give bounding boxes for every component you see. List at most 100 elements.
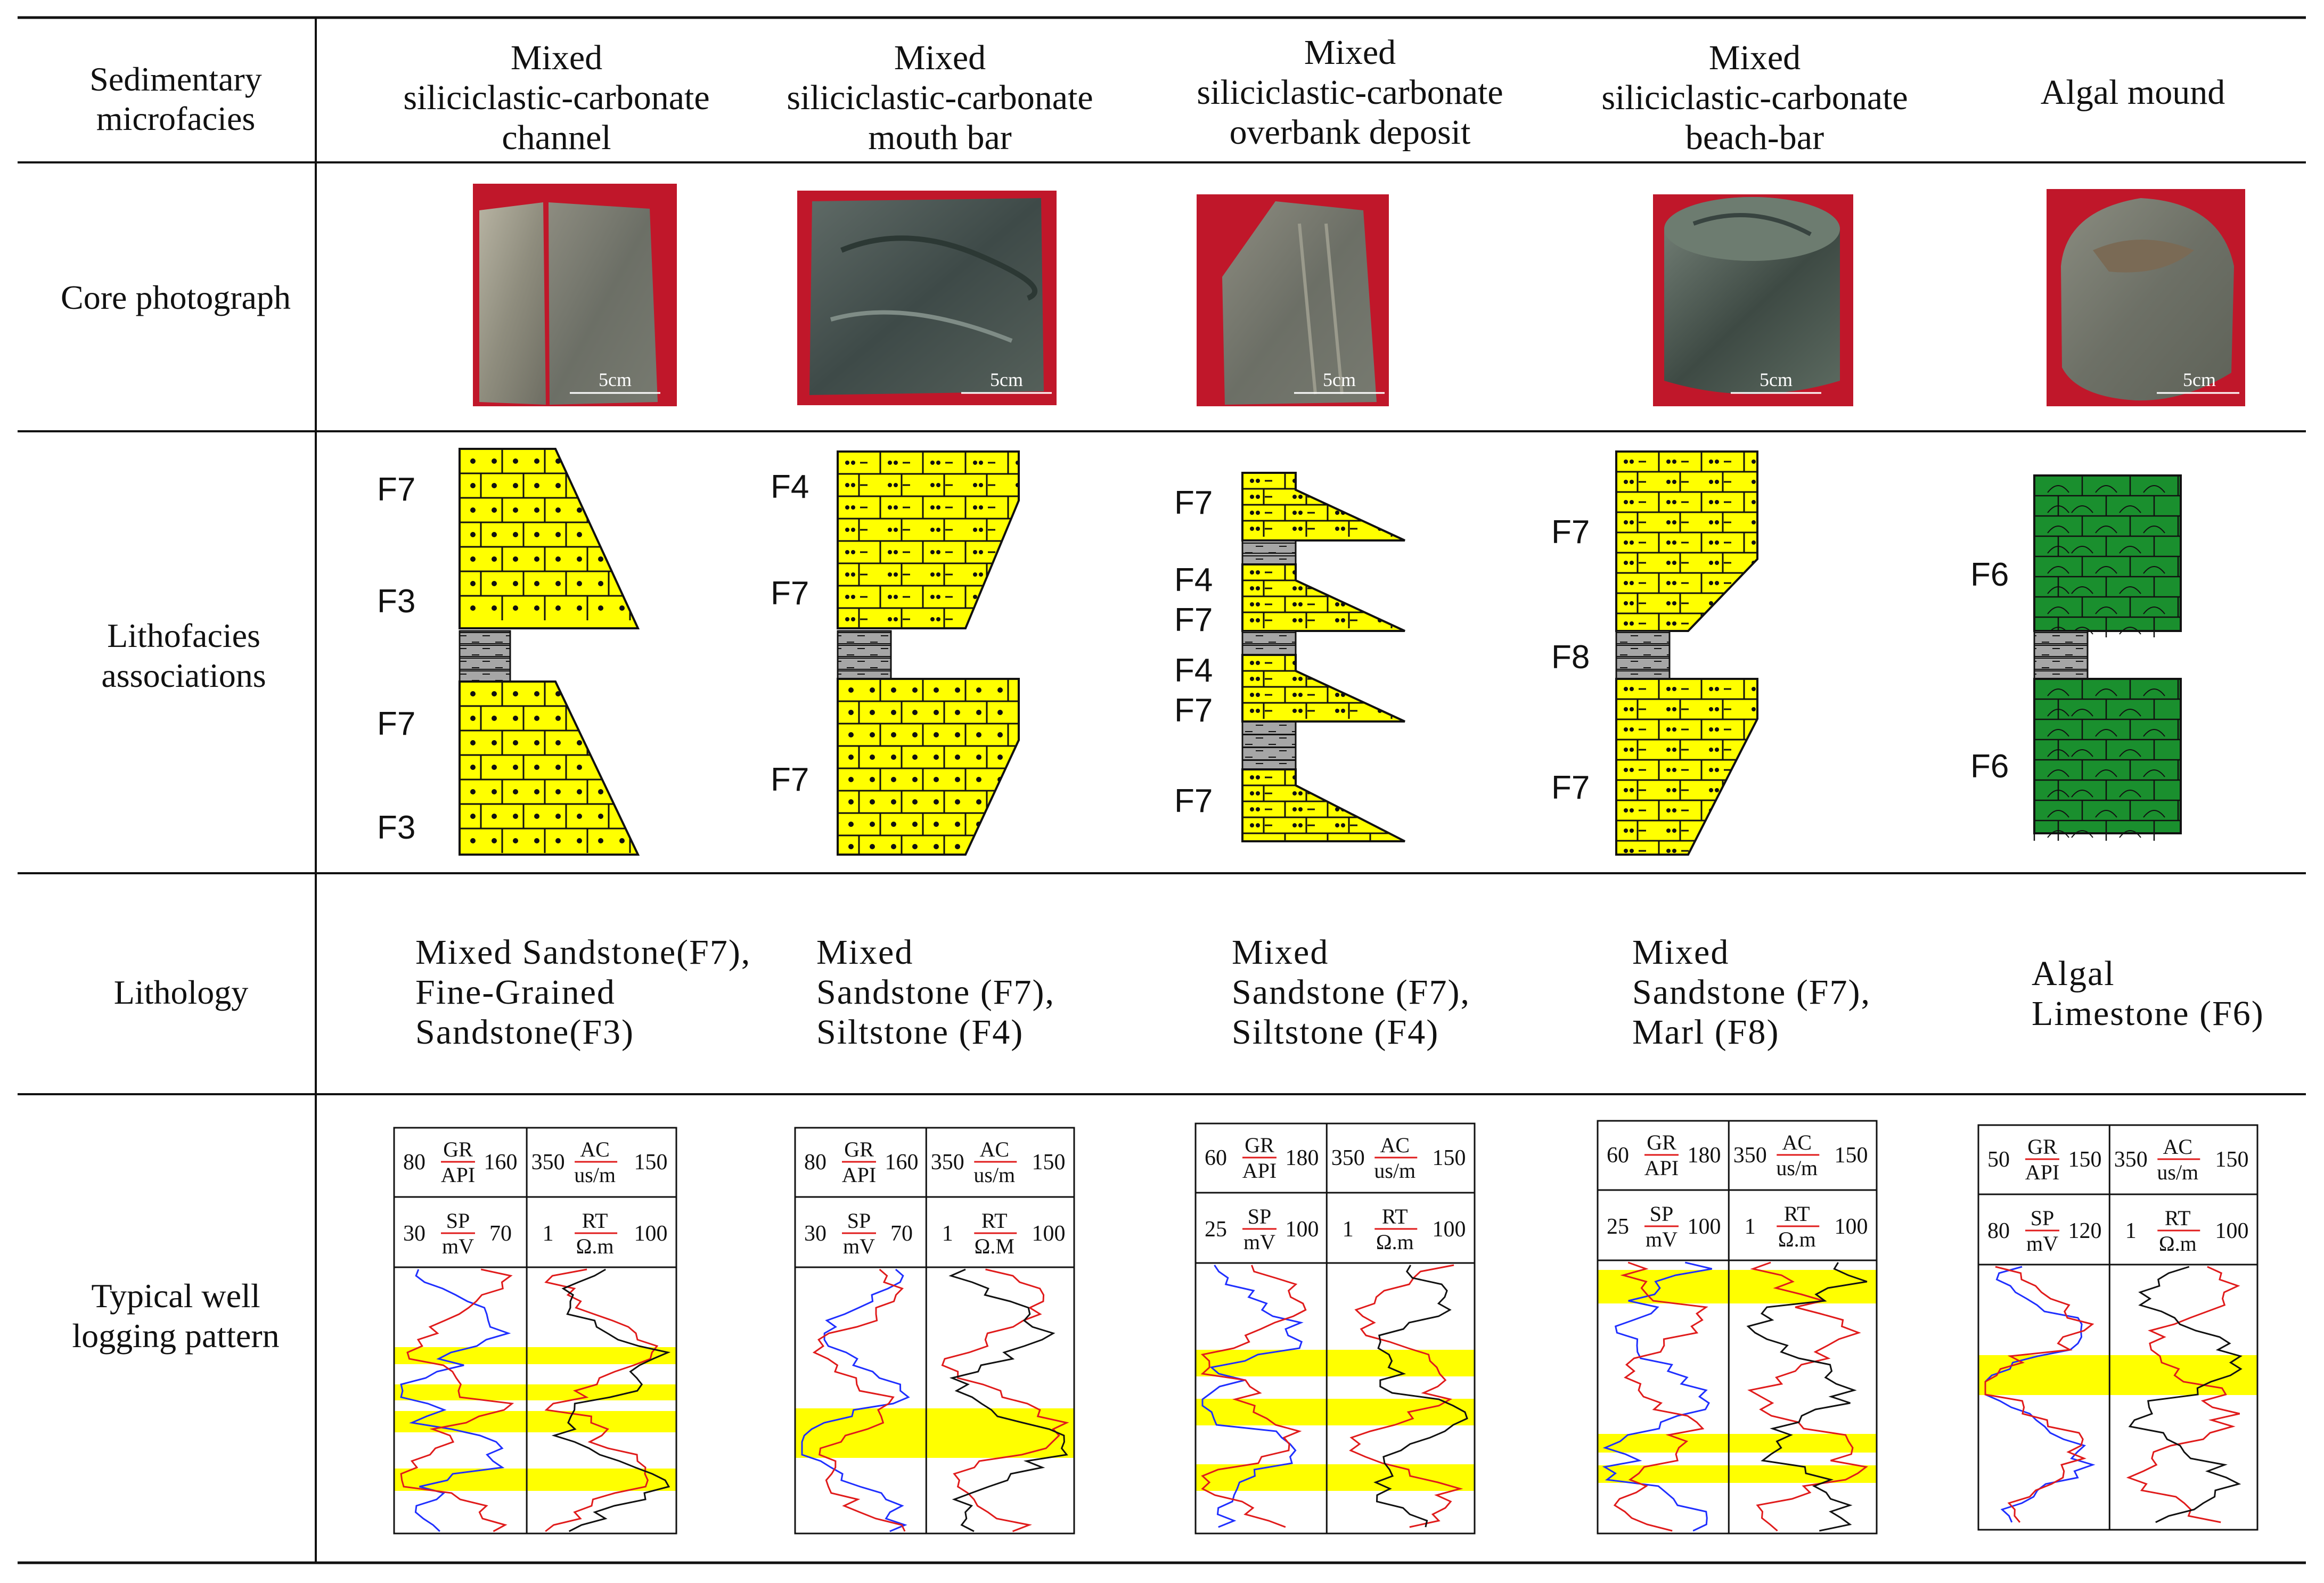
reservoir-highlight bbox=[1598, 1434, 1877, 1453]
facies-label: F7 bbox=[377, 706, 415, 742]
log-scale-max: 100 bbox=[1433, 1217, 1466, 1242]
log-curve bbox=[941, 1268, 1069, 1532]
log-curve bbox=[1602, 1261, 1713, 1532]
scale-label-4: 5cm bbox=[1760, 369, 1793, 390]
log-curve-unit: us/m bbox=[574, 1163, 616, 1187]
log-scale-min: 25 bbox=[1205, 1217, 1227, 1242]
log-curve-name: GR bbox=[1647, 1130, 1676, 1154]
lithology-3-line-1: Mixed bbox=[1232, 933, 1329, 972]
col2-title-1: Mixed bbox=[894, 38, 986, 77]
log-scale-min: 25 bbox=[1607, 1215, 1629, 1239]
facies-label: F4 bbox=[771, 469, 809, 505]
col5-title-1: Algal mound bbox=[2041, 73, 2225, 112]
log-curve-name: GR bbox=[1245, 1133, 1274, 1157]
log-curve-unit: mV bbox=[1646, 1227, 1677, 1251]
log-frame bbox=[1977, 1124, 2258, 1531]
sandstone-bed bbox=[1242, 769, 1405, 841]
reservoir-highlight bbox=[1196, 1464, 1475, 1491]
scale-label-5: 5cm bbox=[2183, 369, 2216, 390]
log-scale-min: 30 bbox=[403, 1221, 425, 1246]
lithology-4-line-3: Marl (F8) bbox=[1632, 1013, 1779, 1052]
sandstone-bed bbox=[838, 679, 1019, 855]
facies-label: F7 bbox=[771, 761, 809, 798]
scale-label-1: 5cm bbox=[599, 369, 632, 390]
log-scale-max: 100 bbox=[1032, 1221, 1066, 1246]
log-scale-min: 80 bbox=[804, 1150, 827, 1175]
log-curve-name: AC bbox=[1380, 1133, 1410, 1157]
row-label-logging-2: logging pattern bbox=[72, 1317, 279, 1355]
reservoir-highlight bbox=[795, 1408, 1074, 1458]
log-scale-max: 100 bbox=[634, 1221, 668, 1246]
log-scale-min: 350 bbox=[531, 1150, 565, 1175]
lithology-2-line-1: Mixed bbox=[816, 933, 913, 972]
column-headers: Mixed siliciclastic-carbonate channel Mi… bbox=[403, 33, 2225, 157]
log-scale-max: 180 bbox=[1286, 1146, 1319, 1170]
log-curve-unit: Ω.m bbox=[2159, 1232, 2197, 1256]
log-curve-name: GR bbox=[844, 1137, 874, 1161]
log-scale-max: 160 bbox=[484, 1150, 518, 1175]
log-curve-unit: Ω.m bbox=[1778, 1227, 1816, 1251]
log-scale-min: 350 bbox=[931, 1150, 964, 1175]
log-frame bbox=[794, 1127, 1075, 1535]
log-scale-min: 50 bbox=[1987, 1147, 2010, 1172]
marl-bed bbox=[837, 630, 892, 680]
facies-label: F7 bbox=[1174, 692, 1213, 729]
sandstone-bed bbox=[460, 682, 638, 855]
marl-bed bbox=[1241, 539, 1297, 565]
reservoir-highlight bbox=[1978, 1355, 2257, 1395]
log-scale-min: 60 bbox=[1607, 1143, 1629, 1168]
facies-label: F3 bbox=[377, 809, 415, 846]
algal-limestone-bed bbox=[2033, 678, 2182, 841]
col3-title-1: Mixed bbox=[1304, 33, 1396, 72]
log-curve bbox=[812, 1268, 906, 1532]
col1-title-1: Mixed bbox=[511, 38, 602, 77]
log-curve-unit: us/m bbox=[1374, 1159, 1415, 1183]
row-label-header-1: Sedimentary bbox=[89, 60, 261, 98]
log-scale-min: 1 bbox=[1745, 1215, 1756, 1239]
facies-label: F6 bbox=[1970, 556, 2009, 593]
log-scale-max: 180 bbox=[1688, 1143, 1721, 1168]
facies-label: F7 bbox=[771, 575, 809, 612]
facies-label: F6 bbox=[1970, 748, 2009, 785]
log-curve-unit: us/m bbox=[1776, 1156, 1818, 1180]
facies-label: F7 bbox=[1174, 602, 1213, 638]
facies-label: F4 bbox=[1174, 562, 1213, 598]
reservoir-highlight bbox=[394, 1411, 676, 1432]
core-photo-2: 5cm bbox=[797, 191, 1057, 405]
log-curve-name: RT bbox=[1784, 1202, 1810, 1226]
log-curve bbox=[2128, 1266, 2243, 1523]
row-labels: Sedimentary microfacies Core photograph … bbox=[61, 60, 291, 1355]
log-frame bbox=[1194, 1122, 1476, 1535]
log-scale-min: 1 bbox=[942, 1221, 953, 1246]
log-scale-min: 80 bbox=[403, 1150, 425, 1175]
log-curve bbox=[400, 1269, 511, 1532]
log-curve-name: GR bbox=[443, 1137, 473, 1161]
log-curve-unit: Ω.M bbox=[975, 1234, 1014, 1258]
log-scale-min: 350 bbox=[2114, 1147, 2148, 1172]
log-scale-min: 60 bbox=[1205, 1146, 1227, 1170]
log-curve bbox=[801, 1268, 910, 1532]
facies-label: F4 bbox=[1174, 652, 1213, 689]
algal-limestone-bed bbox=[2033, 474, 2182, 637]
marl-bed bbox=[2033, 630, 2089, 680]
reservoir-highlight bbox=[1598, 1270, 1877, 1303]
col4-title-3: beach-bar bbox=[1685, 118, 1824, 157]
log-curve-name: SP bbox=[446, 1209, 470, 1233]
lithology-3-line-3: Siltstone (F4) bbox=[1232, 1013, 1439, 1052]
lithofacies-column-4 bbox=[1615, 450, 1758, 856]
row-label-litho-2: associations bbox=[101, 657, 266, 694]
lithofacies-column-3 bbox=[1241, 472, 1405, 842]
log-curve-unit: API bbox=[2025, 1160, 2059, 1184]
facies-labels: F7 F3 F7 F3 F4 F7 F7 F7 F4 F7 F4 F7 F7 F… bbox=[377, 469, 2009, 846]
log-curve-name: GR bbox=[2027, 1135, 2057, 1159]
facies-label: F7 bbox=[1551, 769, 1590, 806]
reservoir-highlight bbox=[1598, 1465, 1877, 1483]
log-scale-max: 100 bbox=[2215, 1219, 2249, 1243]
table-grid bbox=[18, 16, 2306, 1564]
log-curve-unit: mV bbox=[2026, 1232, 2058, 1256]
log-frame bbox=[1597, 1120, 1878, 1535]
log-scale-max: 150 bbox=[1433, 1146, 1466, 1170]
col3-title-3: overbank deposit bbox=[1230, 113, 1471, 152]
